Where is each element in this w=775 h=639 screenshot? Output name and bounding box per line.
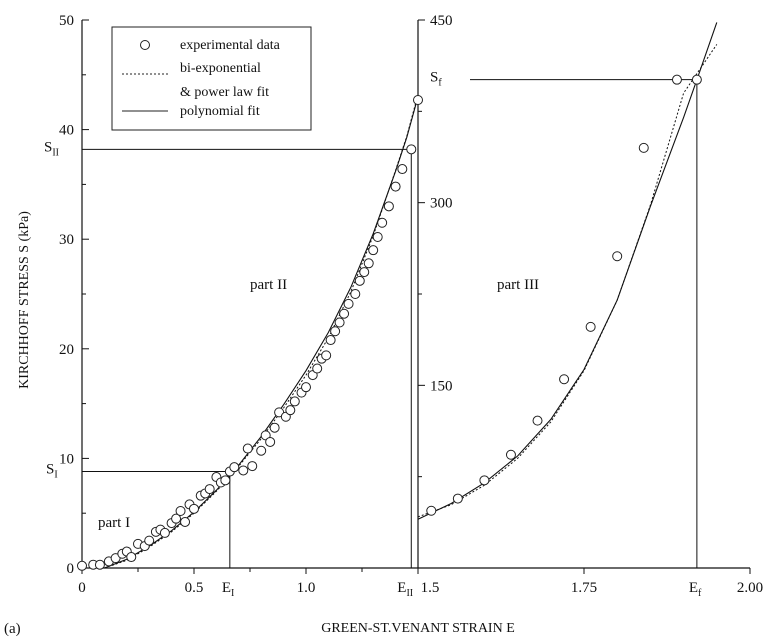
left-y-tick-label: 20	[59, 342, 74, 358]
left-data-point	[126, 552, 137, 563]
left-x-tick-label: 0.5	[185, 580, 204, 596]
right-data-point	[479, 475, 490, 486]
right-x-tick-label: 1.5	[421, 580, 440, 596]
legend-entry-experimental: experimental data	[180, 38, 281, 53]
left-data-point	[390, 181, 401, 192]
left-data-point	[359, 267, 370, 278]
label-sf: Sf	[430, 70, 442, 89]
label-part-2: part II	[250, 277, 287, 293]
panel-label: (a)	[4, 621, 21, 637]
right-data-point	[532, 415, 543, 426]
legend-box	[111, 26, 312, 131]
left-y-tick-label: 50	[59, 13, 74, 29]
left-data-point	[189, 503, 199, 514]
label-e1: EI	[222, 580, 235, 599]
left-y-tick-label: 10	[59, 451, 74, 467]
left-data-point	[229, 462, 240, 473]
left-data-point	[144, 535, 155, 546]
left-data-point	[301, 382, 311, 393]
right-data-point	[505, 449, 516, 460]
points-layer	[77, 74, 702, 571]
left-data-point	[413, 95, 423, 106]
left-data-point	[321, 350, 332, 361]
right-x-tick-label: 2.00	[737, 580, 763, 596]
left-data-point	[325, 335, 336, 346]
left-data-point	[265, 436, 276, 447]
left-y-tick-label: 40	[59, 123, 74, 139]
left-data-point	[238, 465, 249, 476]
left-data-point	[220, 475, 231, 486]
left-data-point	[334, 317, 345, 328]
left-data-point	[350, 289, 361, 299]
left-data-point	[247, 461, 258, 472]
right-data-point	[452, 493, 463, 504]
left-y-axis-title: KIRCHHOFF STRESS S (kPa)	[17, 211, 32, 389]
left-data-point	[363, 258, 374, 269]
label-ef: Ef	[689, 580, 702, 599]
left-data-point	[256, 445, 267, 456]
legend: experimental data bi-exponential & power…	[111, 26, 312, 131]
left-data-point	[242, 443, 253, 454]
left-data-point	[406, 144, 417, 155]
legend-entry-power-law: & power law fit	[180, 85, 269, 100]
left-data-point	[343, 298, 354, 309]
left-data-point	[269, 422, 280, 433]
left-data-point	[330, 326, 341, 337]
right-y-tick-label: 300	[430, 196, 453, 212]
left-y-tick-label: 30	[59, 232, 74, 248]
left-data-point	[383, 201, 394, 212]
right-x-tick-label: 1.75	[571, 580, 597, 596]
left-data-point	[204, 484, 215, 495]
left-data-point	[94, 559, 105, 570]
right-data-point	[559, 374, 570, 385]
right-data-point	[426, 505, 437, 516]
label-part-3: part III	[497, 277, 539, 293]
legend-entry-biexponential: bi-exponential	[180, 61, 261, 76]
left-data-point	[339, 308, 350, 319]
left-x-tick-label: 1.0	[297, 580, 316, 596]
right-y-tick-label: 450	[430, 13, 453, 29]
left-data-point	[312, 363, 323, 374]
legend-circle-marker	[140, 40, 150, 50]
left-data-point	[159, 527, 170, 538]
left-data-point	[354, 275, 365, 286]
label-s1: SI	[46, 462, 58, 481]
left-data-point	[285, 405, 296, 416]
right-data-point	[638, 142, 649, 153]
right-data-point	[691, 74, 702, 85]
left-data-point	[372, 232, 383, 243]
left-data-point	[171, 513, 182, 524]
left-biexponential-curve	[104, 94, 419, 569]
left-x-tick-label: 0	[78, 580, 86, 596]
left-polynomial-curve	[104, 96, 419, 569]
right-data-point	[671, 74, 682, 85]
label-e2: EII	[397, 580, 413, 599]
left-data-point	[377, 217, 388, 228]
label-part-1: part I	[98, 515, 130, 531]
right-power-law-curve	[417, 44, 718, 518]
left-y-tick-label: 0	[67, 561, 75, 577]
left-data-point	[180, 516, 191, 527]
right-y-tick-label: 150	[430, 378, 453, 394]
right-data-point	[612, 251, 623, 262]
left-data-point	[397, 164, 408, 175]
reference-lines-layer	[82, 79, 698, 568]
left-data-point	[175, 506, 186, 517]
label-s2: SII	[44, 139, 59, 158]
annotations-layer: part I part II part III SI SII EI EII Sf Ef	[44, 70, 702, 599]
right-polynomial-curve	[417, 22, 718, 520]
right-data-point	[585, 321, 596, 332]
left-data-point	[368, 245, 379, 256]
legend-entry-polynomial: polynomial fit	[180, 104, 260, 119]
left-data-point	[289, 396, 300, 407]
x-axis-title: GREEN-ST.VENANT STRAIN E	[321, 621, 515, 636]
left-data-point	[77, 560, 87, 571]
